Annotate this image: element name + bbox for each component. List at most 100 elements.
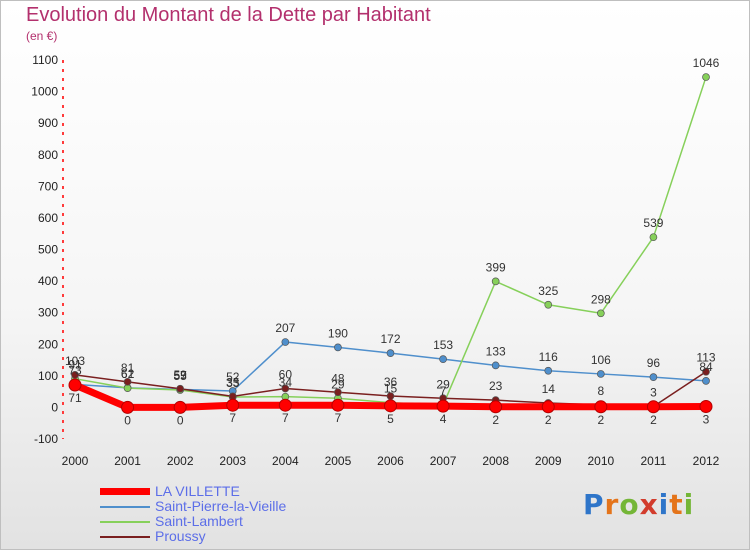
data-label: 35	[226, 375, 240, 389]
data-label: 116	[539, 350, 558, 364]
data-point	[594, 400, 608, 414]
data-label: 133	[486, 344, 506, 358]
logo-letter: i	[683, 488, 695, 521]
x-tick-label: 2012	[693, 454, 720, 468]
data-point	[281, 384, 290, 393]
y-tick-label: 1000	[31, 85, 58, 99]
data-point	[702, 73, 710, 81]
data-label: 36	[384, 375, 398, 389]
data-point	[278, 398, 292, 412]
data-point	[386, 349, 395, 357]
data-point	[436, 399, 450, 413]
proxiti-logo: Proxiti	[583, 488, 694, 521]
x-tick-label: 2009	[535, 454, 562, 468]
data-label: 7	[335, 411, 342, 425]
series-lines	[68, 73, 713, 414]
data-label: 73	[68, 363, 82, 377]
y-tick-label: 1100	[32, 53, 58, 67]
data-label: 2	[597, 413, 604, 427]
data-label: 23	[489, 379, 503, 393]
chart-subtitle: (en €)	[26, 29, 58, 43]
chart-title: Evolution du Montant de la Dette par Hab…	[26, 4, 431, 26]
logo-letter: P	[583, 488, 605, 521]
legend-swatch	[100, 506, 150, 508]
data-label: 8	[597, 384, 604, 398]
data-label: 399	[486, 260, 506, 274]
data-label: 0	[177, 413, 184, 427]
data-label: 2	[650, 413, 657, 427]
data-point	[439, 355, 447, 363]
x-tick-label: 2004	[272, 454, 299, 468]
data-point	[544, 366, 553, 375]
legend-swatch	[100, 488, 150, 495]
data-label: 60	[279, 367, 293, 381]
data-label: 3	[650, 385, 657, 399]
data-label: 91	[68, 358, 82, 372]
y-tick-label: 600	[38, 211, 58, 225]
data-point	[331, 398, 345, 412]
data-point	[489, 400, 503, 414]
y-tick-label: 200	[38, 337, 58, 351]
data-point	[646, 400, 660, 414]
data-label: 7	[282, 411, 289, 425]
data-label: 106	[591, 353, 611, 367]
legend-label: Proussy	[155, 528, 206, 544]
data-label: 62	[121, 367, 135, 381]
logo-letter: i	[658, 488, 670, 521]
legend-label: LA VILLETTE	[155, 483, 240, 499]
data-point	[596, 309, 605, 318]
data-point	[649, 373, 658, 381]
data-label: 207	[275, 321, 295, 335]
axes: -100010020030040050060070080090010001100…	[31, 53, 719, 468]
data-label: 7	[440, 384, 447, 398]
data-point	[68, 378, 82, 392]
x-tick-label: 2011	[641, 454, 667, 468]
legend-label: Saint-Lambert	[155, 513, 243, 529]
data-point	[541, 400, 555, 414]
data-point	[334, 388, 342, 397]
data-point	[699, 399, 713, 413]
y-tick-label: 500	[38, 243, 58, 257]
data-point	[281, 338, 290, 346]
data-label: 325	[538, 284, 558, 298]
data-label: 71	[68, 391, 82, 405]
x-tick-label: 2006	[377, 454, 404, 468]
data-point	[334, 343, 342, 352]
data-label: 3	[703, 412, 710, 426]
data-point	[384, 399, 397, 413]
data-label: 2	[545, 413, 552, 427]
data-point	[596, 370, 605, 378]
y-tick-label: 900	[38, 116, 58, 130]
x-tick-label: 2008	[482, 454, 509, 468]
legend-swatch	[100, 521, 150, 523]
data-point	[702, 367, 710, 376]
data-label: 4	[440, 412, 447, 426]
logo-letter: o	[619, 488, 640, 521]
logo-letter: r	[604, 488, 620, 521]
data-label: 34	[279, 376, 293, 390]
logo-letter: x	[639, 488, 659, 521]
data-point	[176, 384, 185, 393]
data-label: 57	[173, 368, 187, 382]
data-point	[544, 300, 553, 309]
y-tick-label: 0	[51, 400, 58, 414]
data-label: 103	[65, 354, 85, 368]
legend-swatch	[100, 536, 150, 538]
data-label: 172	[380, 332, 400, 346]
data-label: 113	[696, 351, 715, 365]
x-tick-label: 2010	[587, 454, 614, 468]
data-point	[226, 398, 240, 412]
x-tick-label: 2001	[114, 454, 141, 468]
x-tick-label: 2007	[430, 454, 457, 468]
data-point	[121, 400, 135, 414]
data-label: 14	[542, 382, 556, 396]
data-point	[173, 400, 187, 414]
data-label: 1046	[693, 56, 720, 70]
data-label: 190	[328, 326, 348, 340]
legend-label: Saint-Pierre-la-Vieille	[155, 498, 287, 514]
y-tick-label: -100	[34, 432, 58, 446]
y-tick-label: 800	[38, 148, 58, 162]
data-label: 81	[121, 361, 135, 375]
